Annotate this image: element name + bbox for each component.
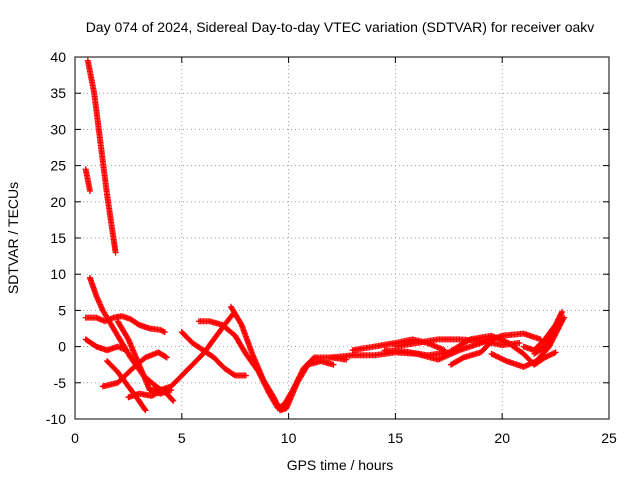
data-point xyxy=(158,327,165,334)
series-arc-11 xyxy=(178,329,249,379)
data-point xyxy=(141,406,148,413)
y-tick-label: 25 xyxy=(50,158,66,174)
series-arc-10 xyxy=(146,311,237,394)
data-point xyxy=(161,329,168,336)
chart-title: Day 074 of 2024, Sidereal Day-to-day VTE… xyxy=(86,19,595,35)
y-tick-label: 30 xyxy=(50,121,66,137)
data-point xyxy=(561,314,568,321)
y-tick-label: 15 xyxy=(50,230,66,246)
x-tick-label: 25 xyxy=(601,430,617,446)
plot-frame xyxy=(74,56,610,420)
x-axis-label: GPS time / hours xyxy=(287,457,394,473)
grid-lines xyxy=(75,57,609,419)
data-marks xyxy=(82,57,568,414)
x-tick-label: 20 xyxy=(494,430,510,446)
series-arc-5 xyxy=(82,336,130,354)
data-point xyxy=(86,187,93,194)
series-arc-13 xyxy=(227,303,337,414)
data-point xyxy=(560,315,567,322)
data-point xyxy=(490,336,497,343)
y-tick-label: 0 xyxy=(58,339,66,355)
series-arc-1 xyxy=(84,57,119,256)
y-tick-label: 20 xyxy=(50,194,66,210)
data-point xyxy=(237,320,244,327)
series-arc-18 xyxy=(447,336,497,368)
data-point xyxy=(552,349,559,356)
y-tick-label: 40 xyxy=(50,49,66,65)
data-point xyxy=(169,396,176,403)
data-point xyxy=(163,354,170,361)
x-tick-label: 10 xyxy=(281,430,297,446)
series-arc-2 xyxy=(82,166,93,194)
y-tick-label: 5 xyxy=(58,302,66,318)
data-point xyxy=(489,337,496,344)
y-tick-label: 35 xyxy=(50,85,66,101)
data-point xyxy=(242,372,249,379)
y-tick-label: -5 xyxy=(54,375,67,391)
y-tick-label: -10 xyxy=(46,411,66,427)
series-arc-3 xyxy=(86,274,177,404)
series-arc-4 xyxy=(82,313,168,336)
y-tick-labels: -10 -5 0 5 10 15 20 25 30 35 40 xyxy=(46,49,66,427)
data-point xyxy=(559,308,566,315)
x-tick-label: 0 xyxy=(71,430,79,446)
data-point xyxy=(112,249,119,256)
axis-ticks xyxy=(74,56,610,420)
data-point xyxy=(142,407,149,414)
y-tick-label: 10 xyxy=(50,266,66,282)
x-tick-labels: 0 5 10 15 20 25 xyxy=(71,430,617,446)
data-point xyxy=(231,371,238,378)
x-tick-label: 15 xyxy=(388,430,404,446)
data-point xyxy=(516,339,523,346)
y-axis-label: SDTVAR / TECUs xyxy=(5,182,21,294)
data-point xyxy=(170,397,177,404)
data-point xyxy=(330,361,337,368)
data-point xyxy=(459,355,466,362)
x-tick-label: 5 xyxy=(178,430,186,446)
series-arc-17 xyxy=(392,336,523,350)
series-arc-21 xyxy=(531,314,568,357)
data-point xyxy=(162,353,169,360)
data-point xyxy=(123,347,130,354)
